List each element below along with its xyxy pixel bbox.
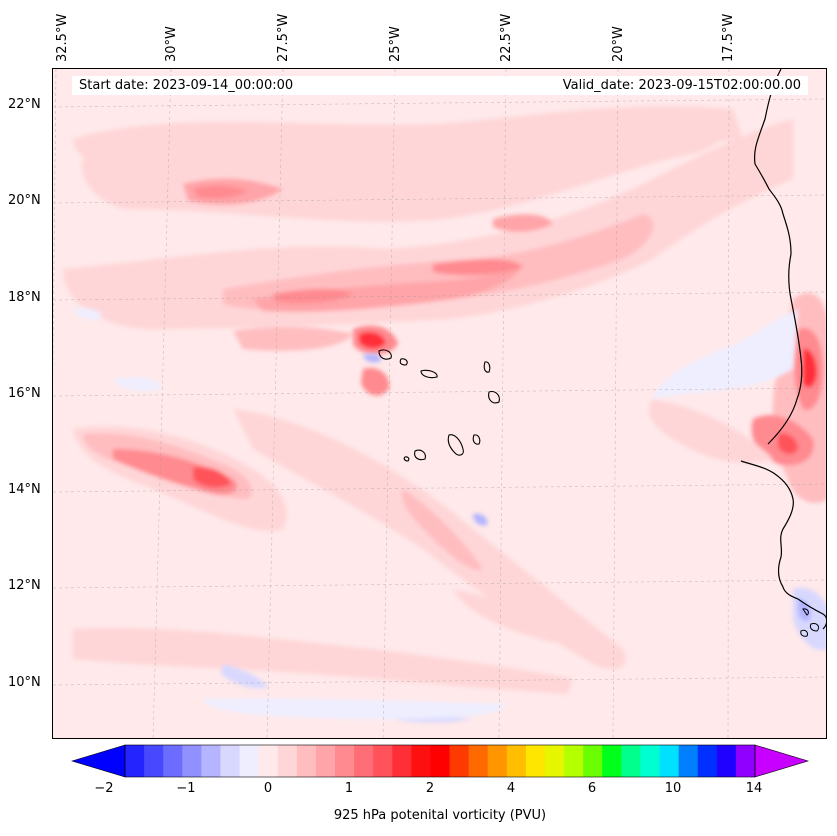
colorbar [70,744,810,778]
lon-label-20w: 20°W [611,26,626,62]
colorbar-cells [125,745,756,777]
colorbar-cell [182,745,202,777]
lon-label-32.5w: 32.5°W [55,13,70,62]
lat-label-18n: 18°N [8,290,41,305]
cb-tick-14: 14 [745,781,763,796]
lat-label-10n: 10°N [8,675,41,690]
colorbar-cell [449,745,470,777]
lat-label-20n: 20°N [8,193,41,208]
cape-verde-islands [378,349,500,462]
lon-label-27.5w: 27.5°W [276,13,291,62]
colorbar-cell [678,745,699,777]
pv-contours-negative [73,308,826,723]
cb-tick-1: 1 [344,781,354,796]
lon-label-22.5w: 22.5°W [499,13,514,62]
lon-label-17.5w: 17.5°W [721,13,736,62]
colorbar-cell [430,745,451,777]
colorbar-cell [621,745,641,777]
coastline [740,69,826,630]
colorbar-outline [124,744,756,778]
colorbar-cell [564,745,584,777]
colorbar-cell [487,745,508,777]
colorbar-cell [411,745,431,777]
info-bar: Start date: 2023-09-14_00:00:00 Valid_da… [72,76,808,95]
lat-label-12n: 12°N [8,578,41,593]
colorbar-cell [735,745,756,777]
colorbar-cell [239,745,260,777]
valid-date-label: Valid_date: 2023-09-15T02:00:00.00 [562,78,801,93]
start-date-label: Start date: 2023-09-14_00:00:00 [79,78,294,93]
colorbar-cell [659,745,680,777]
colorbar-cell [354,745,374,777]
bijagos-islands [800,608,820,637]
pv-contour-map [53,69,826,738]
colorbar-left-arrow [70,744,126,778]
colorbar-right-arrow [754,744,810,778]
colorbar-cell [583,745,603,777]
lat-label-22n: 22°N [8,97,41,112]
colorbar-cell [335,745,355,777]
colorbar-cell [716,745,737,777]
cb-tick-10: 10 [664,781,682,796]
lon-label-30w: 30°W [164,26,179,62]
colorbar-cell [258,745,279,777]
colorbar-title: 925 hPa potenital vorticity (PVU) [333,808,547,823]
cb-tick-6: 6 [587,781,597,796]
colorbar-cell [163,745,183,777]
cb-tick-neg1: −1 [176,781,196,796]
colorbar-cell [640,745,661,777]
colorbar-cell [125,745,145,777]
cb-tick-0: 0 [263,781,273,796]
pv-contours-positive [63,106,826,694]
colorbar-cell [545,745,565,777]
colorbar-cell [506,745,527,777]
colorbar-cell [220,745,241,777]
colorbar-cell [373,745,393,777]
colorbar-cell [315,745,336,777]
lon-label-25w: 25°W [388,26,403,62]
colorbar-cell [296,745,317,777]
map-panel [52,68,827,739]
colorbar-cell [468,745,489,777]
colorbar-cell [144,745,164,777]
colorbar-cell [277,745,298,777]
lat-label-14n: 14°N [8,482,41,497]
graticule [53,69,826,738]
cb-tick-2: 2 [425,781,435,796]
colorbar-cell [602,745,622,777]
colorbar-cell [525,745,546,777]
lat-label-16n: 16°N [8,386,41,401]
cb-tick-neg2: −2 [94,781,114,796]
colorbar-cell [697,745,718,777]
colorbar-cell [201,745,221,777]
cb-tick-4: 4 [506,781,516,796]
colorbar-cell [392,745,412,777]
